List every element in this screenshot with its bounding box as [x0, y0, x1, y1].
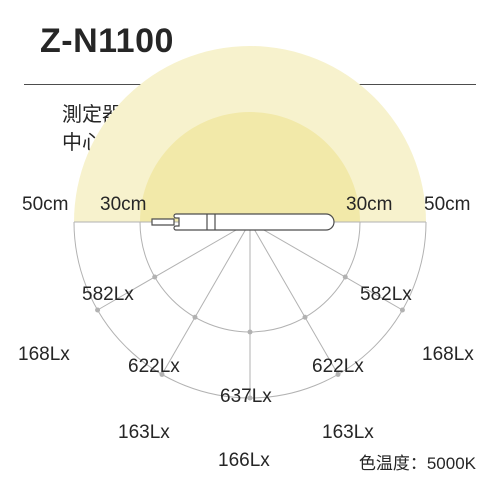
- light-distribution-diagram: [0, 0, 500, 500]
- color-temperature: 色温度：5000K: [359, 449, 476, 474]
- axis-30-right: 30cm: [346, 194, 392, 216]
- lux-outer-4: 168Lx: [422, 344, 474, 366]
- lux-outer-2: 166Lx: [218, 450, 270, 472]
- axis-30-left: 30cm: [100, 194, 146, 216]
- lux-inner-2: 637Lx: [220, 386, 272, 408]
- lux-outer-1: 163Lx: [118, 422, 170, 444]
- lux-inner-0: 582Lx: [82, 284, 134, 306]
- lux-outer-3: 163Lx: [322, 422, 374, 444]
- lux-outer-0: 168Lx: [18, 344, 70, 366]
- lux-inner-1: 622Lx: [128, 356, 180, 378]
- axis-50-right: 50cm: [424, 194, 470, 216]
- axis-50-left: 50cm: [22, 194, 68, 216]
- lux-inner-3: 622Lx: [312, 356, 364, 378]
- lux-inner-4: 582Lx: [360, 284, 412, 306]
